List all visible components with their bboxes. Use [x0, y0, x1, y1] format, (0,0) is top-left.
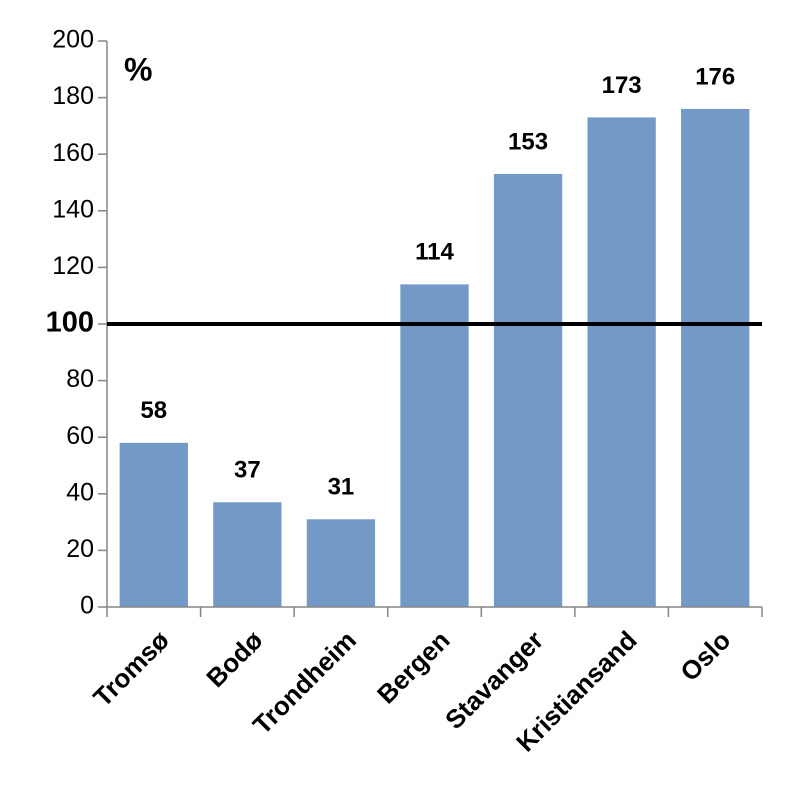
y-tick-label: 40 [66, 478, 94, 506]
data-label: 114 [415, 239, 454, 266]
x-tick-label: Bergen [371, 625, 456, 710]
x-tick-label: Bodø [200, 625, 268, 693]
y-tick-label: 140 [52, 195, 94, 223]
bar [400, 284, 469, 607]
bar [119, 442, 188, 607]
y-tick-label: 80 [66, 365, 94, 393]
bar [306, 519, 376, 607]
y-tick-label: 100 [46, 307, 94, 339]
x-tick-label: Tromsø [87, 625, 175, 713]
y-tick-label: 20 [66, 535, 94, 563]
bar [213, 502, 282, 607]
data-label: 173 [602, 72, 642, 99]
y-tick-label: 120 [52, 252, 94, 280]
data-label: 58 [140, 397, 167, 424]
y-tick-label: 160 [52, 139, 94, 167]
data-label: 176 [695, 63, 735, 90]
data-label: 31 [328, 474, 355, 501]
y-tick-label: 180 [52, 82, 94, 110]
data-label: 153 [508, 128, 548, 155]
x-tick-label: Oslo [674, 625, 736, 687]
y-tick-label: 0 [80, 592, 94, 620]
bar [587, 117, 656, 607]
bar [681, 108, 750, 608]
chart-title: % [124, 51, 152, 87]
data-label: 37 [234, 457, 261, 484]
y-tick-label: 200 [52, 26, 94, 54]
y-tick-label: 60 [66, 422, 94, 450]
bar [493, 174, 563, 607]
